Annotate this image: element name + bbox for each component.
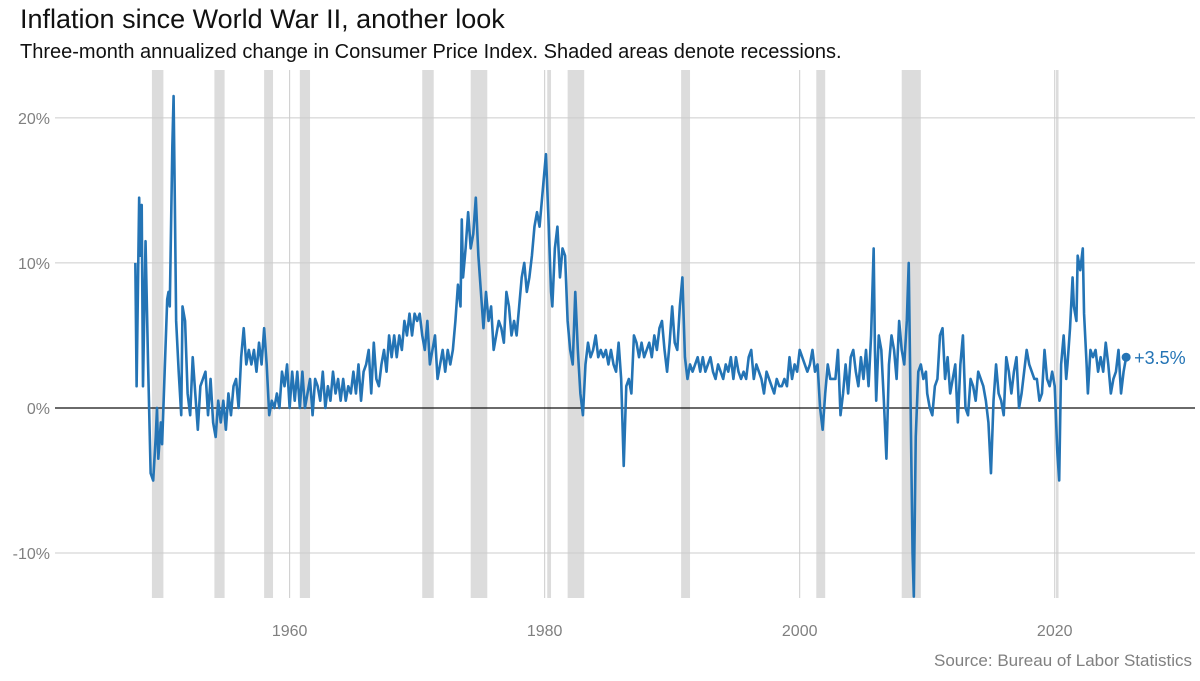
recession-band bbox=[1056, 70, 1059, 598]
recession-band bbox=[470, 70, 488, 598]
recession-band bbox=[214, 70, 225, 598]
chart-title: Inflation since World War II, another lo… bbox=[20, 4, 505, 34]
recession-band bbox=[264, 70, 274, 598]
source: Source: Bureau of Labor Statistics bbox=[934, 651, 1192, 670]
end-point bbox=[1121, 352, 1131, 362]
recession-band bbox=[151, 70, 164, 598]
recession-band bbox=[816, 70, 826, 598]
end-label: +3.5% bbox=[1134, 348, 1186, 368]
y-tick-label: 10% bbox=[18, 256, 50, 273]
x-tick-label: 2020 bbox=[1037, 623, 1073, 640]
x-tick-label: 1980 bbox=[527, 623, 563, 640]
cpi-line bbox=[134, 94, 1128, 598]
x-tick-label: 1960 bbox=[272, 623, 308, 640]
recession-band bbox=[299, 70, 311, 598]
recession-band bbox=[547, 70, 552, 598]
y-tick-label: 20% bbox=[18, 111, 50, 128]
recession-band bbox=[681, 70, 691, 598]
y-tick-label: -10% bbox=[13, 546, 50, 563]
y-tick-label: 0% bbox=[27, 401, 50, 418]
chart-subtitle: Three-month annualized change in Consume… bbox=[20, 41, 842, 63]
x-tick-label: 2000 bbox=[782, 623, 818, 640]
